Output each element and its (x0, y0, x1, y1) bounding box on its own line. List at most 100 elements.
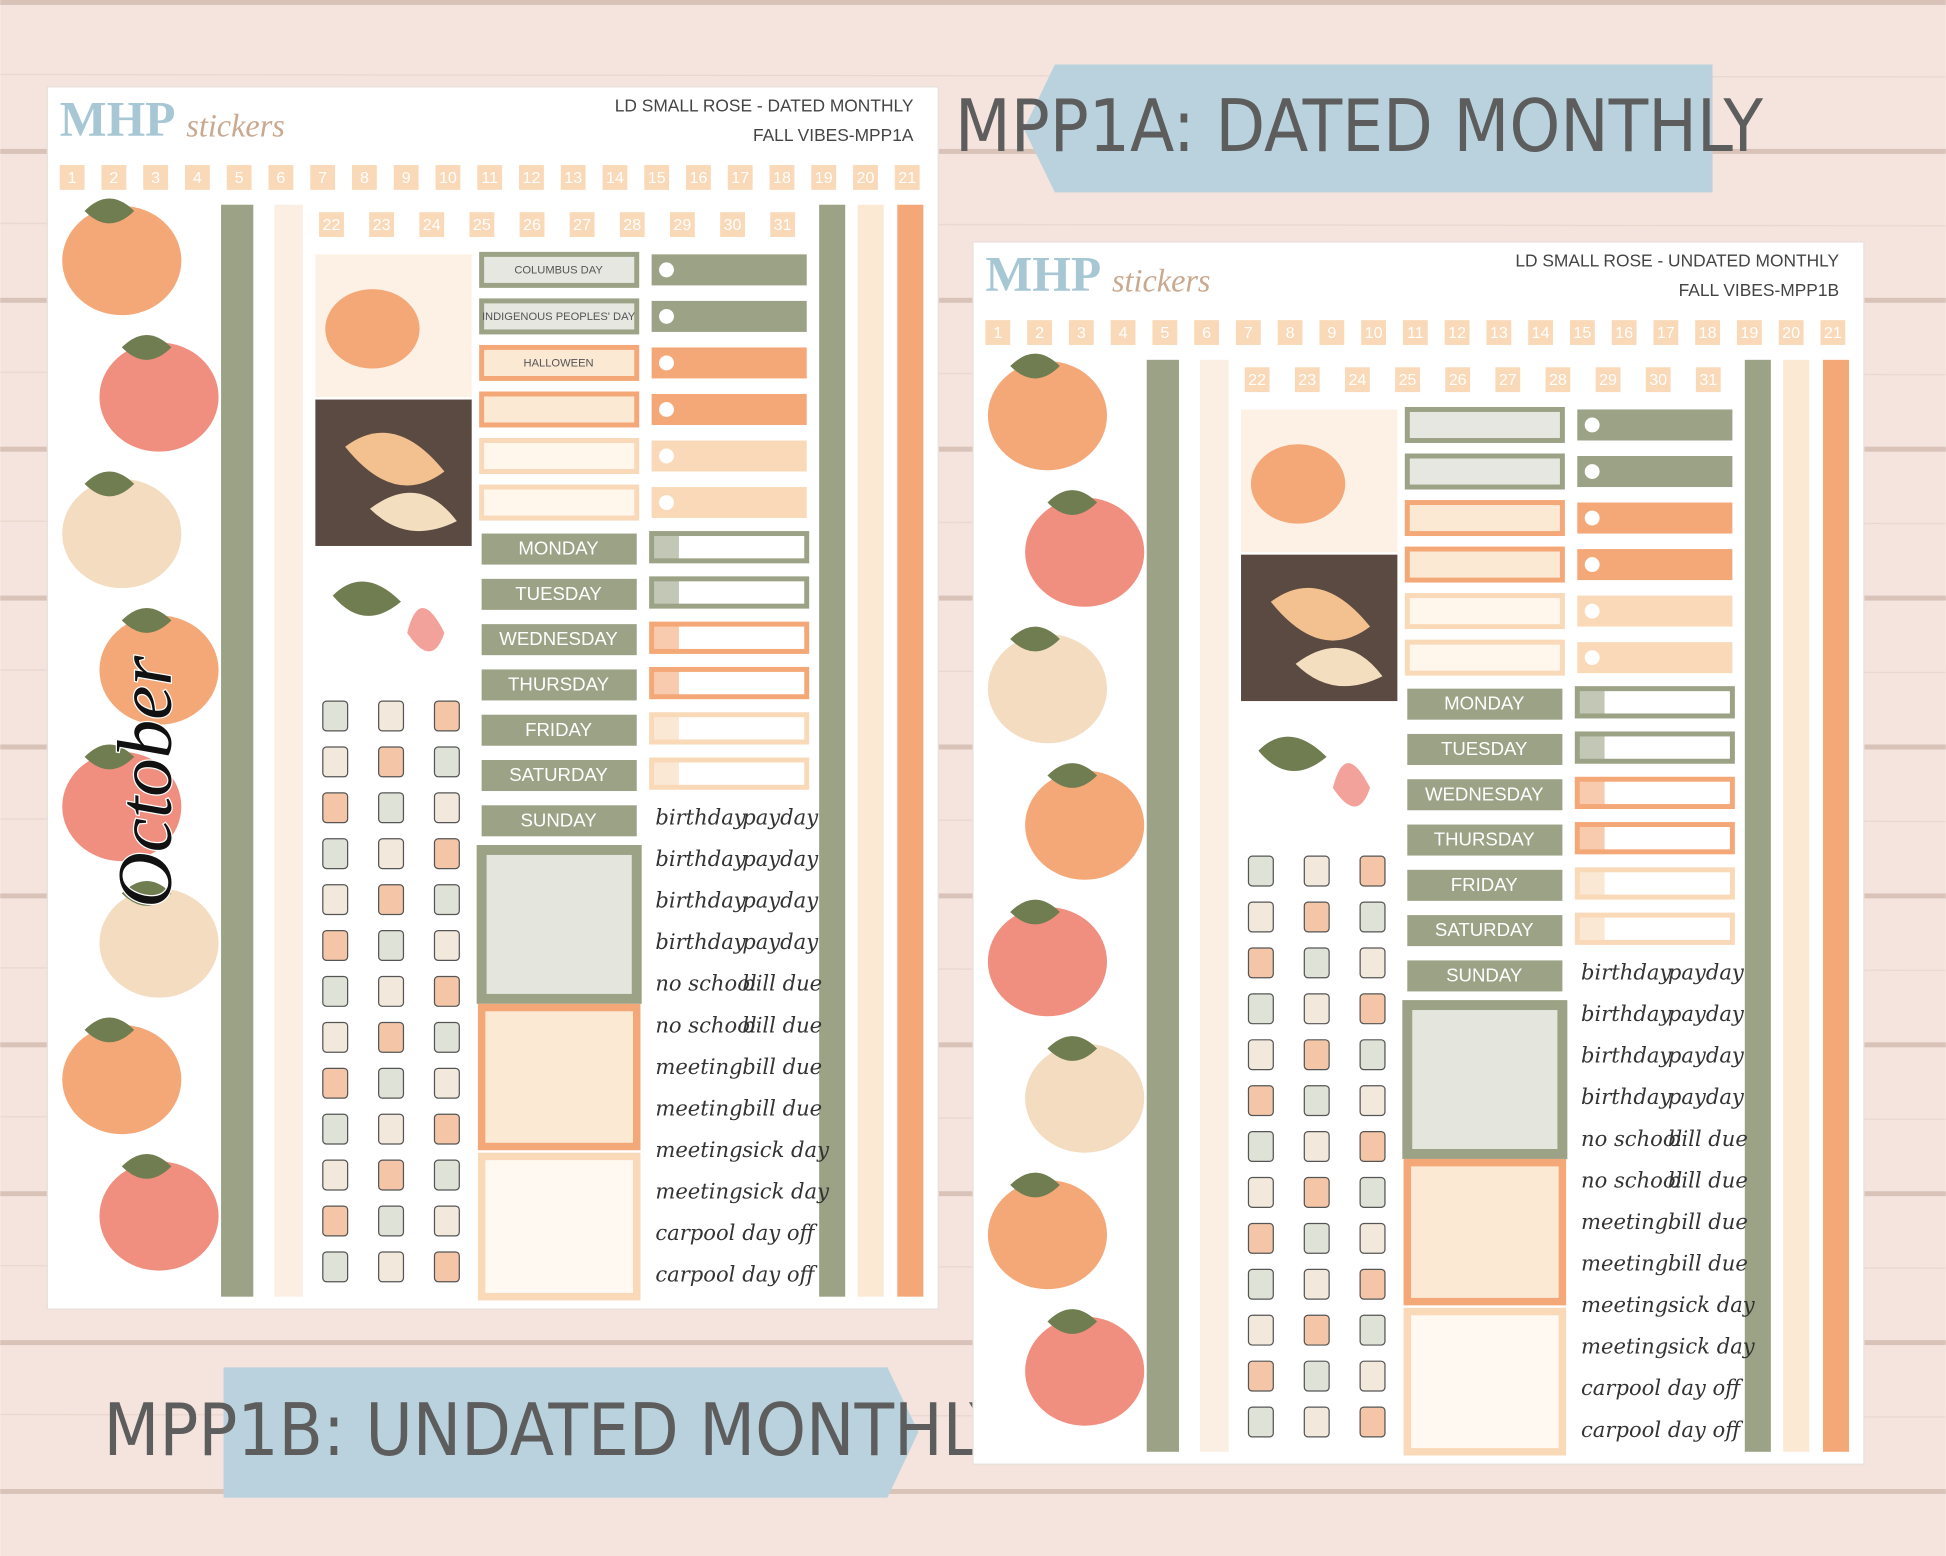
icon (378, 975, 405, 1007)
month: October (101, 655, 187, 908)
strip (819, 204, 846, 1297)
label-box (479, 438, 640, 474)
pumpkin (987, 907, 1108, 1017)
bar-dot (1584, 557, 1600, 573)
weekday: FRIDAY (1451, 874, 1518, 895)
icon (1247, 1131, 1274, 1163)
bar-sticker (651, 487, 807, 519)
bar-dot (1584, 417, 1600, 433)
script-word: carpool (1581, 1375, 1661, 1400)
note-box (1403, 1307, 1567, 1456)
leaf (1047, 1036, 1098, 1061)
leaf (332, 581, 401, 616)
leaf (1010, 899, 1060, 925)
weekday: MONDAY (1444, 693, 1524, 714)
brand-script: stickers (1112, 263, 1211, 299)
script-word: payday (1668, 1084, 1745, 1109)
script-word: birthday (655, 888, 746, 913)
date-box (1528, 320, 1554, 345)
date-number: 14 (606, 169, 624, 187)
note-box (1402, 1000, 1568, 1159)
checkbox-square (651, 714, 679, 743)
pumpkin (99, 615, 219, 725)
date-number: 6 (1202, 324, 1211, 342)
pumpkin (325, 289, 420, 369)
script-word: meeting (1581, 1334, 1668, 1359)
leaf (1258, 736, 1327, 772)
weekday: SATURDAY (509, 764, 608, 785)
script-word: sick day (1668, 1292, 1756, 1317)
script-word: birthday (655, 929, 746, 954)
icon (378, 930, 405, 962)
banner-text: MPP1A: DATED MONTHLY (955, 84, 1764, 168)
bar-dot (659, 402, 674, 417)
date-number: 21 (898, 169, 916, 187)
leaf (84, 471, 135, 497)
date-box (1395, 367, 1420, 393)
date-box (1820, 320, 1846, 345)
date-box (1152, 320, 1178, 345)
date-box (560, 165, 586, 190)
script-word: bill due (742, 1095, 822, 1120)
strip (1744, 359, 1771, 1452)
script-word: carpool (655, 1220, 735, 1245)
date-box (310, 165, 336, 190)
date-box (1345, 367, 1370, 393)
checkbox-square (1577, 779, 1605, 807)
date-box (1695, 320, 1721, 345)
icon (322, 975, 349, 1007)
icon (1247, 1314, 1274, 1346)
date-box (1736, 320, 1762, 345)
icon (1303, 1085, 1330, 1117)
date-box (1319, 320, 1345, 345)
holiday-label: COLUMBUS DAY (514, 264, 603, 276)
date-box (519, 165, 544, 190)
script-word: payday (742, 846, 819, 871)
leaf (1270, 587, 1371, 641)
date-box (727, 165, 753, 190)
date-number: 16 (1615, 324, 1633, 342)
icon (1359, 1314, 1386, 1346)
leaf (345, 432, 445, 486)
date-number: 22 (323, 216, 341, 234)
script-word: payday (1668, 1043, 1745, 1068)
banner (223, 1367, 919, 1498)
bar-sticker (651, 254, 807, 286)
icon (1303, 1360, 1330, 1392)
leaf (84, 1017, 135, 1043)
icon (433, 1205, 460, 1237)
script-word: meeting (655, 1137, 742, 1162)
icon (1247, 855, 1274, 887)
date-number: 4 (193, 169, 202, 187)
date-number: 17 (1657, 324, 1675, 342)
label-box (1404, 546, 1565, 583)
date-number: 10 (1365, 324, 1383, 342)
label-box (1404, 639, 1565, 676)
date-box (985, 320, 1011, 345)
date-number: 18 (1699, 324, 1717, 342)
date-number: 27 (573, 216, 591, 234)
script-word: day off (742, 1262, 817, 1287)
pumpkin (99, 342, 219, 452)
checkbox-square (651, 669, 679, 697)
bar-sticker (1577, 502, 1733, 534)
date-box (1361, 320, 1387, 345)
date-number: 2 (1035, 324, 1044, 342)
date-number: 11 (481, 169, 498, 187)
date-number: 26 (523, 216, 541, 234)
leaf (1047, 490, 1098, 515)
icon (378, 1021, 405, 1053)
bar-dot (1584, 510, 1600, 526)
icon (322, 838, 349, 870)
date-box (720, 212, 745, 237)
weekday-box (1407, 960, 1563, 992)
icon (1303, 1406, 1330, 1438)
date-box (1595, 367, 1621, 393)
date-number: 29 (1599, 371, 1617, 389)
date-box (1445, 367, 1471, 393)
label-box (479, 484, 640, 521)
script-word: carpool (1581, 1417, 1661, 1442)
leaf (121, 1153, 172, 1179)
date-box (769, 165, 795, 190)
